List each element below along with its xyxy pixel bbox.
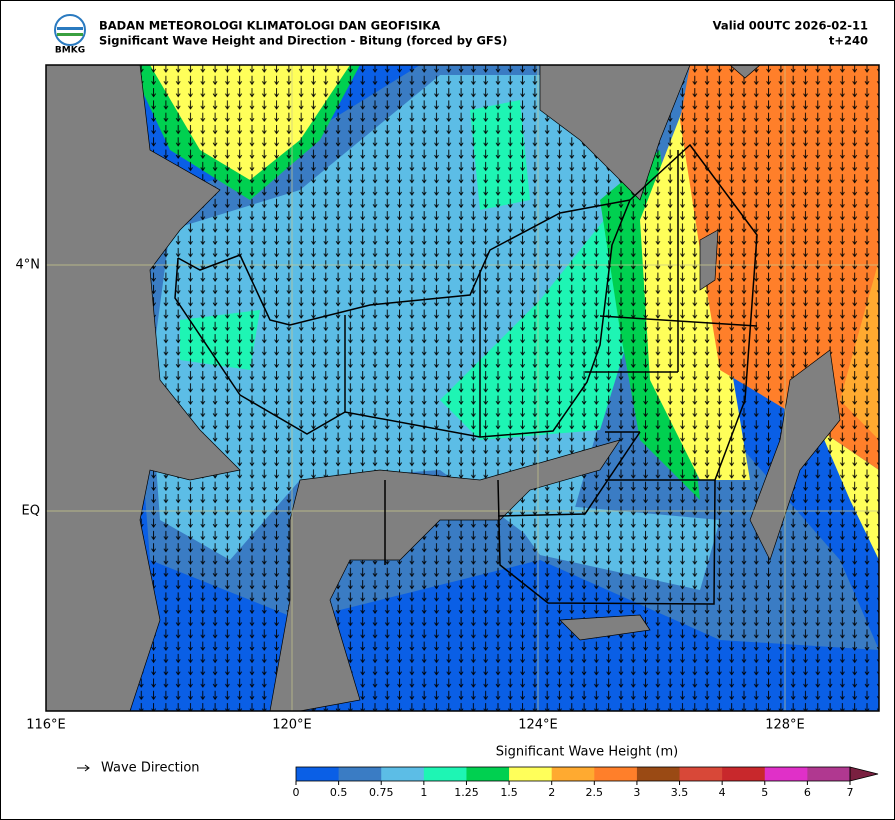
colorbar-frame (295, 766, 851, 782)
colorbar-bin (338, 767, 382, 781)
legend-label: Wave Direction (101, 761, 200, 776)
colorbar-tick-label: 5 (761, 786, 768, 799)
colorbar-bin (466, 767, 510, 781)
lat-label: EQ (22, 504, 40, 519)
map (46, 65, 879, 711)
colorbar-tick-label: 1.5 (500, 786, 518, 799)
forecast-zones (174, 143, 758, 605)
colorbar-tick-label: 6 (804, 786, 811, 799)
lon-label: 116°E (26, 718, 66, 733)
colorbar-tick-label: 0 (293, 786, 300, 799)
lon-label: 120°E (272, 718, 312, 733)
direction-legend: Wave Direction (77, 761, 200, 776)
colorbar-bin (764, 767, 808, 781)
lon-label: 128°E (765, 718, 805, 733)
map-frame (45, 64, 880, 712)
colorbar-title: Significant Wave Height (m) (496, 745, 678, 760)
colorbar-bin (679, 767, 723, 781)
colorbar-bin (807, 767, 851, 781)
valid-time: Valid 00UTC 2026-02-11 (713, 19, 868, 33)
lon-label: 124°E (518, 718, 558, 733)
lead-time: t+240 (829, 34, 868, 48)
colorbar-bin (551, 767, 595, 781)
lat-label: 4°N (16, 258, 41, 273)
colorbar-tick-label: 0.75 (369, 786, 394, 799)
colorbar-tick-label: 1 (420, 786, 427, 799)
logo-text: BMKG (55, 46, 85, 56)
logo: BMKG (54, 14, 86, 56)
colorbar-bin (594, 767, 638, 781)
colorbar-bin (296, 767, 340, 781)
agency: BADAN METEOROLOGI KLIMATOLOGI DAN GEOFIS… (99, 19, 440, 33)
colorbar-tick-label: 2.5 (586, 786, 604, 799)
subtitle: Significant Wave Height and Direction - … (99, 34, 507, 48)
colorbar-tick-label: 7 (847, 786, 854, 799)
colorbar-tick-label: 3 (633, 786, 640, 799)
colorbar-tick-label: 1.25 (454, 786, 479, 799)
colorbar: 0 0.5 0.75 1 1.25 1.5 2 2.5 3 3.5 4 5 6 7 (293, 766, 879, 799)
colorbar-tick-label: 3.5 (671, 786, 689, 799)
colorbar-tick-label: 0.5 (330, 786, 348, 799)
colorbar-bin (423, 767, 467, 781)
colorbar-tick-label: 2 (548, 786, 555, 799)
colorbar-bin (381, 767, 425, 781)
colorbar-tick-label: 4 (719, 786, 726, 799)
colorbar-bin (722, 767, 766, 781)
colorbar-bin (509, 767, 553, 781)
colorbar-bin (636, 767, 681, 781)
